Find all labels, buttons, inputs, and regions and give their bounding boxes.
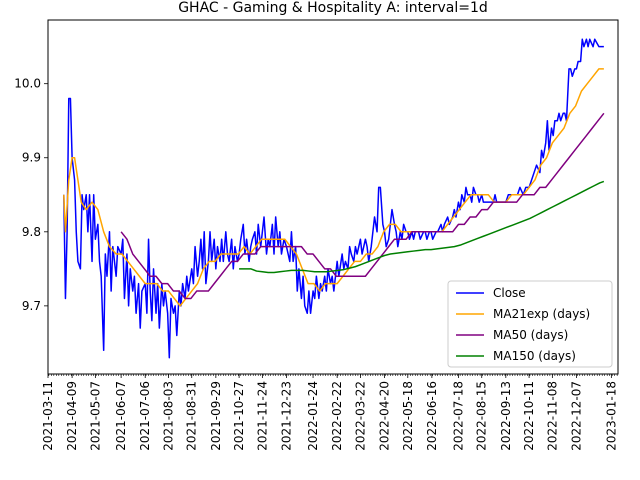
series-line-3: [239, 180, 605, 274]
x-tick-label: 2021-10-27: [232, 381, 246, 451]
x-tick-label: 2021-04-09: [65, 381, 79, 451]
x-tick-label: 2022-03-22: [353, 381, 367, 451]
x-axis: 2021-03-11 2021-04-09 2021-05-07 2021-06-07…: [41, 374, 618, 451]
x-tick-label: 2021-05-07: [88, 381, 102, 451]
legend: Close MA21exp (days) MA50 (days) MA150 (day…: [447, 280, 613, 368]
y-tick-label: 9.8: [22, 225, 41, 239]
legend-label: Close: [493, 286, 526, 300]
series-line-2: [120, 112, 605, 300]
x-tick-label: 2022-05-18: [401, 381, 415, 451]
x-tick-label: 2022-07-18: [451, 381, 465, 451]
plot-frame: [47, 19, 619, 375]
series-line-1: [63, 68, 604, 307]
y-tick-label: 10.0: [14, 77, 41, 91]
y-axis: 9.7 9.8 9.9 10.0: [14, 77, 48, 313]
y-tick-label: 9.9: [22, 151, 41, 165]
x-tick-label: 2022-04-20: [378, 381, 392, 451]
x-tick-label: 2021-07-06: [138, 381, 152, 451]
x-tick-label: 2021-03-11: [41, 381, 55, 451]
x-tick-label: 2021-08-31: [185, 381, 199, 451]
x-tick-label: 2021-09-29: [209, 381, 223, 451]
x-tick-label: 2022-01-24: [306, 381, 320, 451]
y-tick-label: 9.7: [22, 299, 41, 313]
x-tick-label: 2022-02-22: [330, 381, 344, 451]
x-tick-label: 2022-10-11: [522, 381, 536, 451]
x-tick-label: 2022-06-16: [425, 381, 439, 451]
legend-label: MA21exp (days): [493, 307, 590, 321]
x-tick-label: 2022-09-13: [499, 381, 513, 451]
legend-box: [447, 280, 613, 368]
legend-label: MA50 (days): [493, 328, 568, 342]
x-tick-label: 2021-11-24: [255, 381, 269, 451]
plot-area: [63, 38, 605, 359]
x-tick-label: 2021-12-23: [279, 381, 293, 451]
x-tick-label: 2023-01-18: [604, 381, 618, 451]
legend-label: MA150 (days): [493, 349, 576, 363]
x-tick-label: 2021-06-07: [114, 381, 128, 451]
chart-title: GHAC - Gaming & Hospitality A: interval=…: [178, 0, 488, 16]
x-tick-label: 2021-08-03: [161, 381, 175, 451]
x-tick-label: 2022-11-08: [545, 381, 559, 451]
x-tick-label: 2022-08-15: [475, 381, 489, 451]
x-tick-label: 2022-12-07: [569, 381, 583, 451]
